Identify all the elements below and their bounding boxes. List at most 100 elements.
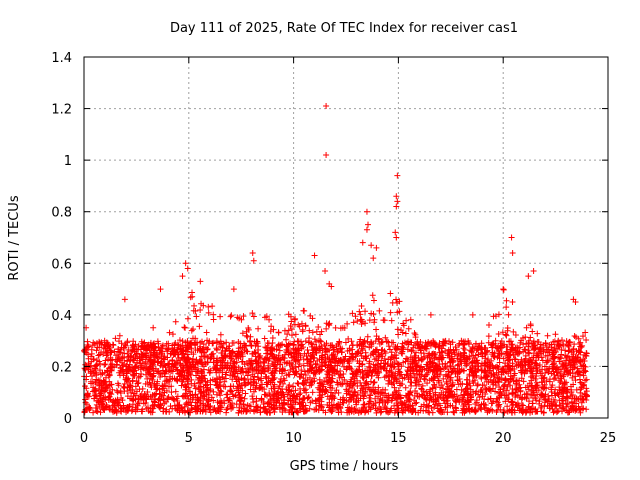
data-point xyxy=(466,341,473,348)
data-point xyxy=(573,386,580,393)
data-point xyxy=(306,327,313,334)
data-point xyxy=(291,338,298,345)
data-point xyxy=(192,307,199,314)
data-point xyxy=(444,409,451,416)
data-point xyxy=(84,392,91,399)
data-point xyxy=(317,337,324,344)
data-point xyxy=(368,242,375,249)
data-point xyxy=(102,357,109,364)
data-point xyxy=(325,361,332,368)
data-point xyxy=(362,308,369,315)
data-point xyxy=(562,347,569,354)
data-point xyxy=(563,338,570,345)
data-point xyxy=(328,283,335,290)
data-point xyxy=(182,401,189,408)
data-point xyxy=(570,346,577,353)
data-point xyxy=(471,407,478,414)
data-point xyxy=(205,397,212,404)
data-point xyxy=(571,332,578,339)
data-point xyxy=(301,395,308,402)
data-point xyxy=(288,388,295,395)
data-point xyxy=(147,371,154,378)
data-point xyxy=(437,393,444,400)
data-point xyxy=(583,337,590,344)
data-point xyxy=(197,400,204,407)
data-point xyxy=(245,326,252,333)
data-point xyxy=(90,388,97,395)
data-point xyxy=(271,406,278,413)
data-point xyxy=(285,384,292,391)
data-point xyxy=(116,332,123,339)
x-axis-label: GPS time / hours xyxy=(290,459,399,474)
data-point xyxy=(509,398,516,405)
data-point xyxy=(291,405,298,412)
data-point xyxy=(544,357,551,364)
data-point xyxy=(121,344,128,351)
data-point xyxy=(402,392,409,399)
data-point xyxy=(192,405,199,412)
data-point xyxy=(371,316,378,323)
data-point xyxy=(144,388,151,395)
data-point xyxy=(105,396,112,403)
data-point xyxy=(342,353,349,360)
data-point xyxy=(555,391,562,398)
data-point xyxy=(329,372,336,379)
data-point xyxy=(419,392,426,399)
data-point xyxy=(335,409,342,416)
data-point xyxy=(517,394,524,401)
data-point xyxy=(150,341,157,348)
data-point xyxy=(233,378,240,385)
data-point xyxy=(299,341,306,348)
data-point xyxy=(216,340,223,347)
data-point xyxy=(275,342,282,349)
data-point xyxy=(94,344,101,351)
data-point xyxy=(456,375,463,382)
data-point xyxy=(133,388,140,395)
data-point xyxy=(210,388,217,395)
data-point xyxy=(287,392,294,399)
data-point xyxy=(370,297,377,304)
data-point xyxy=(464,397,471,404)
data-point xyxy=(509,390,516,397)
data-point xyxy=(335,389,342,396)
data-point xyxy=(160,385,167,392)
data-point xyxy=(309,389,316,396)
data-point xyxy=(359,347,366,354)
data-point xyxy=(391,402,398,409)
data-point xyxy=(344,409,351,416)
data-point xyxy=(198,353,205,360)
data-point xyxy=(247,360,254,367)
data-point xyxy=(485,396,492,403)
data-point xyxy=(455,350,462,357)
data-point xyxy=(179,338,186,345)
data-point xyxy=(564,386,571,393)
data-point xyxy=(357,387,364,394)
data-point xyxy=(379,392,386,399)
data-point xyxy=(541,374,548,381)
data-point xyxy=(569,353,576,360)
data-point xyxy=(88,353,95,360)
data-point xyxy=(260,358,267,365)
data-point xyxy=(509,249,516,256)
data-point xyxy=(340,363,347,370)
data-point xyxy=(372,395,379,402)
data-point xyxy=(188,339,195,346)
data-point xyxy=(375,374,382,381)
data-point xyxy=(279,386,286,393)
data-point xyxy=(269,334,276,341)
data-point xyxy=(513,386,520,393)
data-point xyxy=(424,380,431,387)
data-point xyxy=(223,406,230,413)
data-point xyxy=(502,377,509,384)
data-point xyxy=(318,401,325,408)
data-point xyxy=(332,359,339,366)
data-point xyxy=(411,392,418,399)
data-point xyxy=(416,381,423,388)
data-point xyxy=(537,391,544,398)
data-point xyxy=(491,372,498,379)
data-point xyxy=(550,376,557,383)
data-point xyxy=(391,409,398,416)
data-point xyxy=(419,343,426,350)
axis-ticks: 0 5 10 15 20 25 0 0.2 0.4 0.6 0.8 1 1.2 1.4 xyxy=(51,51,616,446)
data-point xyxy=(220,354,227,361)
